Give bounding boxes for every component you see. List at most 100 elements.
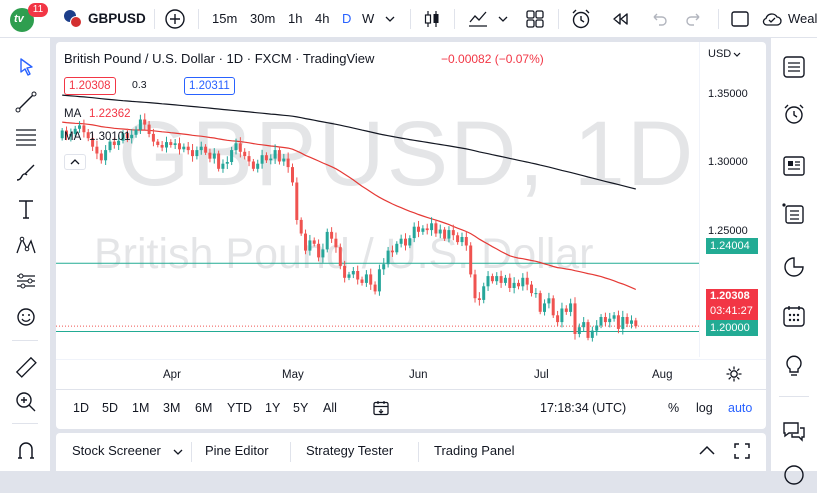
maximize-panel-icon[interactable]	[732, 442, 752, 460]
ma-fast-label[interactable]: MA	[64, 108, 82, 120]
symbol-search-button[interactable]: GBPUSD	[88, 11, 146, 26]
candle-body	[95, 146, 99, 154]
ma-fast-line	[62, 121, 637, 291]
percent-scale-toggle[interactable]: %	[668, 401, 680, 415]
redo-icon[interactable]	[683, 7, 707, 31]
help-icon[interactable]	[781, 462, 807, 488]
toolbar-divider	[410, 9, 411, 29]
candle-body	[460, 237, 464, 243]
date-range-calendar-icon[interactable]	[372, 399, 390, 417]
range-1m[interactable]: 1M	[132, 401, 150, 415]
range-5y[interactable]: 5Y	[293, 401, 309, 415]
range-3m[interactable]: 3M	[163, 401, 181, 415]
chevron-down-icon[interactable]	[172, 445, 184, 459]
candle-body	[364, 274, 368, 283]
candle-body	[443, 229, 447, 239]
range-1y[interactable]: 1Y	[265, 401, 281, 415]
undo-icon[interactable]	[646, 7, 670, 31]
news-icon[interactable]	[781, 153, 807, 179]
ideas-lightbulb-icon[interactable]	[781, 352, 807, 378]
alert-clock-icon[interactable]	[569, 7, 593, 31]
utc-clock[interactable]: 17:18:34 (UTC)	[540, 401, 627, 415]
level-high-tag[interactable]: 1.24004	[706, 238, 758, 254]
tab-strategy-tester[interactable]: Strategy Tester	[306, 443, 394, 458]
symbol-legend-title[interactable]: British Pound / U.S. Dollar · 1D · FXCM …	[64, 51, 375, 66]
current-price-tag[interactable]: 1.20308 03:41:27	[706, 289, 758, 320]
range-6m[interactable]: 6M	[195, 401, 213, 415]
tab-trading-panel[interactable]: Trading Panel	[434, 443, 515, 458]
compare-add-icon[interactable]	[163, 7, 187, 31]
fullscreen-square-icon[interactable]	[728, 7, 752, 31]
alerts-icon[interactable]	[781, 101, 807, 127]
emoji-icon[interactable]	[13, 304, 39, 330]
range-all[interactable]: All	[323, 401, 337, 415]
chevron-up-icon[interactable]	[697, 442, 717, 460]
cursor-icon[interactable]	[13, 54, 39, 80]
timeframe-30m[interactable]: 30m	[250, 11, 276, 26]
candle-body	[451, 230, 455, 236]
candle-body	[238, 143, 242, 152]
candles-chart-type-icon[interactable]	[420, 7, 444, 31]
chats-icon[interactable]	[781, 418, 807, 444]
bid-price-box[interactable]: 1.20308	[64, 77, 116, 95]
data-window-icon[interactable]	[781, 201, 807, 227]
chart-pane[interactable]: GBPUSD, 1D British Pound / U.S. Dollar B…	[56, 42, 766, 429]
log-scale-toggle[interactable]: log	[696, 401, 713, 415]
price-plot[interactable]	[56, 42, 766, 429]
calendar-icon[interactable]	[781, 303, 807, 329]
range-5d[interactable]: 5D	[102, 401, 118, 415]
truncated-menu-label[interactable]: Weal	[788, 11, 817, 26]
ma-slow-label[interactable]: MA	[64, 131, 82, 143]
candle-body	[199, 146, 203, 151]
ask-price-box[interactable]: 1.20311	[184, 77, 235, 95]
candle-body	[469, 245, 473, 275]
ruler-icon[interactable]	[13, 354, 39, 380]
symbol-flag-icon	[64, 10, 82, 28]
candle-body	[412, 226, 416, 239]
toolbar-divider	[558, 9, 559, 29]
candle-body	[256, 163, 260, 169]
text-tool-icon[interactable]	[13, 196, 39, 222]
timeframe-1h[interactable]: 1h	[288, 11, 303, 26]
chart-settings-gear-icon[interactable]	[725, 365, 743, 383]
candle-body	[621, 317, 625, 329]
tab-pine-editor[interactable]: Pine Editor	[205, 443, 269, 458]
forecast-tool-icon[interactable]	[13, 268, 39, 294]
price-axis-currency[interactable]: USD	[708, 48, 732, 60]
chevron-down-icon[interactable]	[383, 7, 397, 31]
pattern-tool-icon[interactable]	[13, 232, 39, 258]
cloud-check-icon[interactable]	[760, 7, 784, 31]
magnet-icon[interactable]	[13, 438, 39, 464]
legend-collapse-chevron-icon[interactable]	[64, 154, 86, 170]
candle-body	[338, 247, 342, 266]
watchlist-icon[interactable]	[781, 54, 807, 80]
right-sidebar	[771, 38, 817, 485]
candle-body	[204, 146, 208, 153]
auto-scale-toggle[interactable]: auto	[728, 401, 753, 415]
zoom-in-icon[interactable]	[13, 389, 39, 415]
candle-body	[277, 150, 281, 162]
candle-body	[517, 282, 520, 287]
timeframe-4h[interactable]: 4h	[315, 11, 330, 26]
price-axis-divider	[699, 42, 700, 357]
replay-icon[interactable]	[608, 7, 632, 31]
currency-chevron-icon[interactable]	[731, 48, 743, 60]
chevron-down-icon[interactable]	[496, 7, 510, 31]
range-1d[interactable]: 1D	[73, 401, 89, 415]
level-low-tag[interactable]: 1.20000	[706, 320, 758, 336]
timeframe-d[interactable]: D	[342, 11, 352, 26]
tab-stock-screener[interactable]: Stock Screener	[72, 443, 161, 458]
notification-badge[interactable]: 11	[28, 3, 48, 17]
candle-body	[434, 223, 438, 234]
trend-line-icon[interactable]	[13, 89, 39, 115]
timeframe-w[interactable]: W	[362, 11, 375, 26]
range-ytd[interactable]: YTD	[227, 401, 252, 415]
timeframe-15m[interactable]: 15m	[212, 11, 238, 26]
hotlists-icon[interactable]	[781, 254, 807, 280]
candle-body	[295, 182, 299, 220]
indicators-icon[interactable]	[466, 7, 490, 31]
candle-body	[421, 228, 425, 232]
fib-retracement-icon[interactable]	[13, 124, 39, 150]
brush-icon[interactable]	[13, 160, 39, 186]
layout-grid-icon[interactable]	[523, 7, 547, 31]
